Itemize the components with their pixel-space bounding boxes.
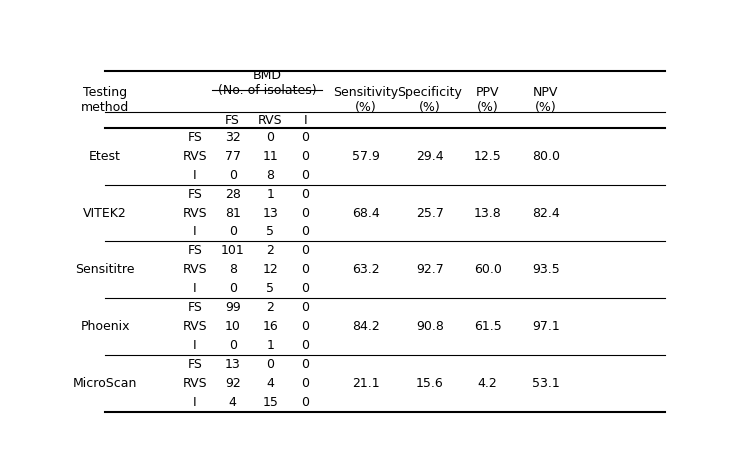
Text: PPV
(%): PPV (%) — [476, 86, 500, 114]
Text: 1: 1 — [266, 339, 275, 352]
Text: FS: FS — [225, 114, 240, 127]
Text: 28: 28 — [224, 188, 241, 201]
Text: RVS: RVS — [258, 114, 283, 127]
Text: FS: FS — [188, 245, 203, 257]
Text: 16: 16 — [263, 320, 278, 333]
Text: 0: 0 — [229, 282, 236, 295]
Text: 4: 4 — [266, 377, 275, 390]
Text: Sensitivity
(%): Sensitivity (%) — [334, 86, 399, 114]
Text: 1: 1 — [266, 188, 275, 201]
Text: RVS: RVS — [183, 263, 207, 276]
Text: 4: 4 — [229, 396, 236, 409]
Text: 63.2: 63.2 — [352, 263, 380, 276]
Text: BMD
(No. of isolates): BMD (No. of isolates) — [218, 69, 316, 97]
Text: 2: 2 — [266, 245, 275, 257]
Text: I: I — [193, 396, 197, 409]
Text: 84.2: 84.2 — [352, 320, 380, 333]
Text: 82.4: 82.4 — [532, 207, 560, 219]
Text: Testing
method: Testing method — [81, 86, 129, 114]
Text: 92: 92 — [224, 377, 241, 390]
Text: 68.4: 68.4 — [352, 207, 380, 219]
Text: 57.9: 57.9 — [352, 149, 380, 163]
Text: 0: 0 — [301, 245, 309, 257]
Text: 0: 0 — [301, 149, 309, 163]
Text: RVS: RVS — [183, 320, 207, 333]
Text: 0: 0 — [301, 339, 309, 352]
Text: FS: FS — [188, 358, 203, 371]
Text: 32: 32 — [224, 131, 241, 144]
Text: 0: 0 — [301, 377, 309, 390]
Text: 0: 0 — [301, 320, 309, 333]
Text: FS: FS — [188, 131, 203, 144]
Text: 11: 11 — [263, 149, 278, 163]
Text: 2: 2 — [266, 301, 275, 314]
Text: I: I — [193, 339, 197, 352]
Text: 8: 8 — [266, 169, 275, 182]
Text: 0: 0 — [301, 226, 309, 238]
Text: 97.1: 97.1 — [532, 320, 560, 333]
Text: 101: 101 — [221, 245, 245, 257]
Text: 15: 15 — [263, 396, 278, 409]
Text: 21.1: 21.1 — [352, 377, 380, 390]
Text: Specificity
(%): Specificity (%) — [397, 86, 462, 114]
Text: 77: 77 — [224, 149, 241, 163]
Text: I: I — [193, 282, 197, 295]
Text: 81: 81 — [224, 207, 241, 219]
Text: 0: 0 — [229, 169, 236, 182]
Text: 0: 0 — [301, 263, 309, 276]
Text: 0: 0 — [301, 169, 309, 182]
Text: 12.5: 12.5 — [473, 149, 502, 163]
Text: I: I — [303, 114, 307, 127]
Text: RVS: RVS — [183, 377, 207, 390]
Text: 10: 10 — [224, 320, 241, 333]
Text: 53.1: 53.1 — [532, 377, 560, 390]
Text: 0: 0 — [301, 282, 309, 295]
Text: FS: FS — [188, 188, 203, 201]
Text: 60.0: 60.0 — [473, 263, 502, 276]
Text: 8: 8 — [229, 263, 236, 276]
Text: Phoenix: Phoenix — [80, 320, 130, 333]
Text: 0: 0 — [266, 131, 275, 144]
Text: 4.2: 4.2 — [478, 377, 497, 390]
Text: 25.7: 25.7 — [416, 207, 444, 219]
Text: 0: 0 — [301, 207, 309, 219]
Text: 0: 0 — [301, 131, 309, 144]
Text: 5: 5 — [266, 282, 275, 295]
Text: Etest: Etest — [89, 149, 121, 163]
Text: I: I — [193, 226, 197, 238]
Text: 0: 0 — [229, 339, 236, 352]
Text: 13: 13 — [263, 207, 278, 219]
Text: 92.7: 92.7 — [416, 263, 444, 276]
Text: 93.5: 93.5 — [532, 263, 560, 276]
Text: 0: 0 — [301, 188, 309, 201]
Text: RVS: RVS — [183, 149, 207, 163]
Text: RVS: RVS — [183, 207, 207, 219]
Text: 29.4: 29.4 — [416, 149, 444, 163]
Text: 5: 5 — [266, 226, 275, 238]
Text: 0: 0 — [266, 358, 275, 371]
Text: 61.5: 61.5 — [473, 320, 502, 333]
Text: Sensititre: Sensititre — [76, 263, 135, 276]
Text: NPV
(%): NPV (%) — [533, 86, 558, 114]
Text: 0: 0 — [301, 396, 309, 409]
Text: 13: 13 — [224, 358, 241, 371]
Text: 99: 99 — [224, 301, 241, 314]
Text: 90.8: 90.8 — [416, 320, 444, 333]
Text: 0: 0 — [229, 226, 236, 238]
Text: 12: 12 — [263, 263, 278, 276]
Text: 80.0: 80.0 — [532, 149, 560, 163]
Text: 0: 0 — [301, 358, 309, 371]
Text: I: I — [193, 169, 197, 182]
Text: 15.6: 15.6 — [416, 377, 444, 390]
Text: MicroScan: MicroScan — [73, 377, 138, 390]
Text: VITEK2: VITEK2 — [83, 207, 127, 219]
Text: 0: 0 — [301, 301, 309, 314]
Text: FS: FS — [188, 301, 203, 314]
Text: 13.8: 13.8 — [473, 207, 502, 219]
